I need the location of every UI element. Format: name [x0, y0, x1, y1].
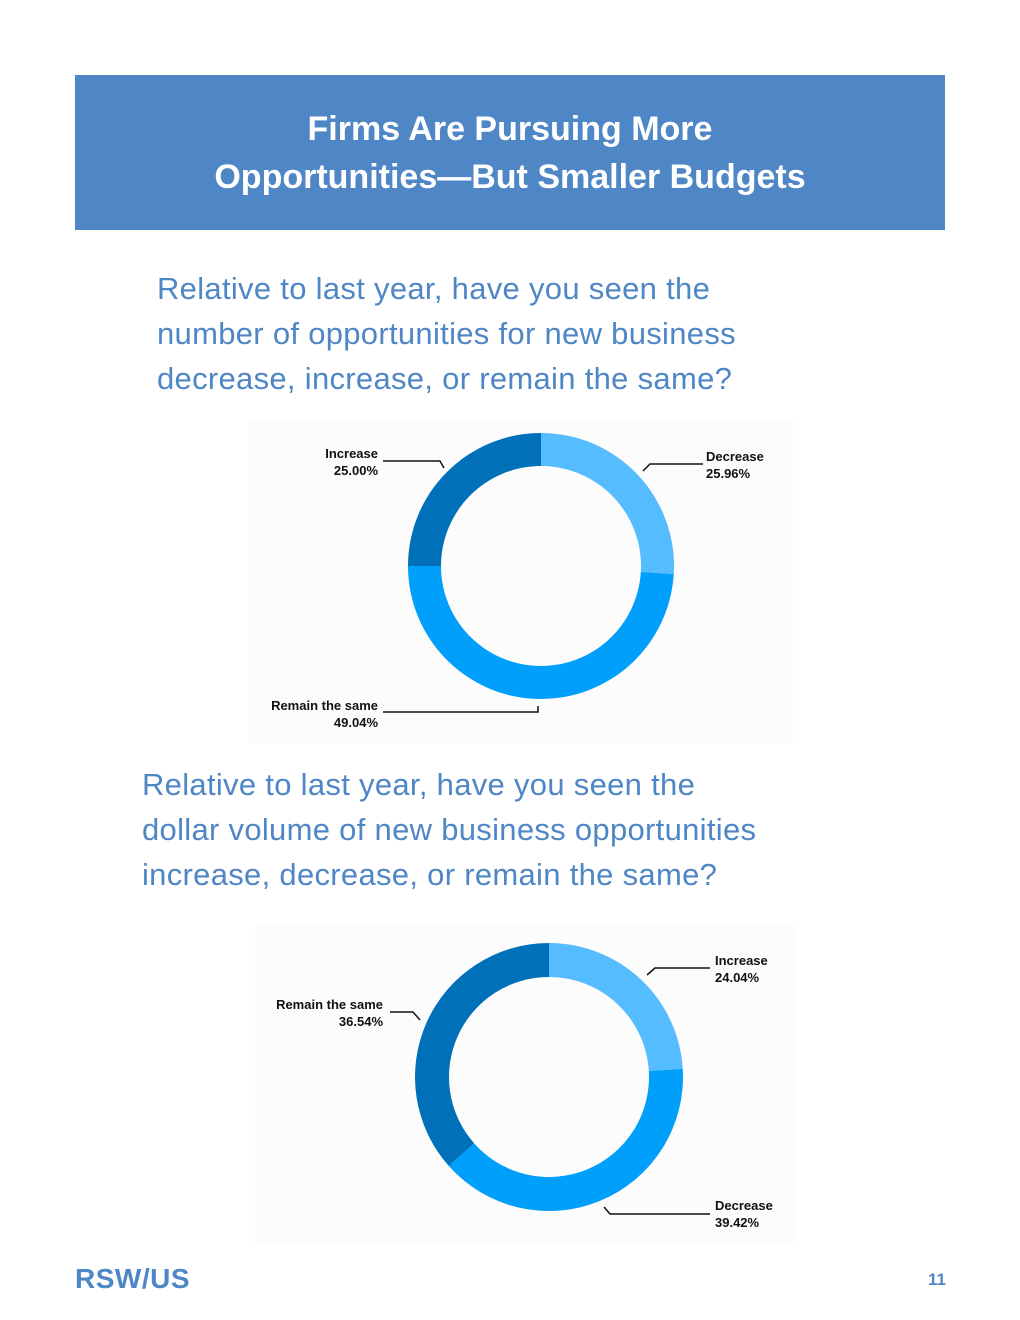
page-number: 11: [928, 1270, 946, 1289]
slice-name: Remain the same: [276, 997, 383, 1012]
donut-chart-opportunities-svg: [383, 433, 703, 713]
donut-slice-remain-the-same: [408, 566, 674, 700]
slice-name: Increase: [325, 446, 378, 461]
donut-slice-decrease: [541, 433, 674, 575]
slice-name: Increase: [715, 953, 768, 968]
slice-name: Decrease: [706, 449, 764, 464]
title-banner: Firms Are Pursuing More Opportunities—Bu…: [75, 75, 945, 230]
leader-line: [603, 1206, 710, 1215]
slice-percent: 25.96%: [706, 466, 751, 481]
leader-line: [646, 967, 710, 976]
rswus-logo: RSW/US: [75, 1263, 190, 1294]
slice-percent: 24.04%: [715, 970, 760, 985]
donut-slice-increase: [408, 433, 541, 566]
leader-line: [642, 463, 703, 472]
page-title: Firms Are Pursuing More Opportunities—Bu…: [214, 109, 806, 196]
donut-slice-increase: [549, 943, 683, 1071]
slice-percent: 39.42%: [715, 1215, 760, 1230]
leader-line: [383, 460, 445, 469]
slice-name: Decrease: [715, 1198, 773, 1213]
slice-label-remain: Remain the same 49.04%: [248, 697, 378, 731]
slice-label-remain: Remain the same 36.54%: [255, 996, 383, 1030]
slice-percent: 36.54%: [338, 1014, 383, 1029]
donut-chart-dollar-volume: Increase 24.04% Remain the same 36.54% D…: [255, 925, 795, 1245]
question-1: Relative to last year, have you seen the…: [157, 271, 736, 396]
donut-chart-dollar-volume-svg: [390, 943, 710, 1215]
leader-line: [390, 1011, 421, 1021]
donut-slice-remain-the-same: [415, 943, 549, 1166]
slice-label-decrease: Decrease 39.42%: [715, 1197, 773, 1231]
donut-slice-decrease: [448, 1068, 683, 1211]
slice-percent: 49.04%: [333, 715, 378, 730]
slice-label-decrease: Decrease 25.96%: [706, 448, 764, 482]
leader-line: [383, 706, 539, 713]
question-2: Relative to last year, have you seen the…: [142, 767, 757, 892]
slice-percent: 25.00%: [333, 463, 378, 478]
slice-label-increase: Increase 25.00%: [308, 445, 378, 479]
donut-chart-opportunities: Increase 25.00% Decrease 25.96% Remain t…: [248, 418, 793, 743]
slice-label-increase: Increase 24.04%: [715, 952, 768, 986]
slice-name: Remain the same: [271, 698, 378, 713]
